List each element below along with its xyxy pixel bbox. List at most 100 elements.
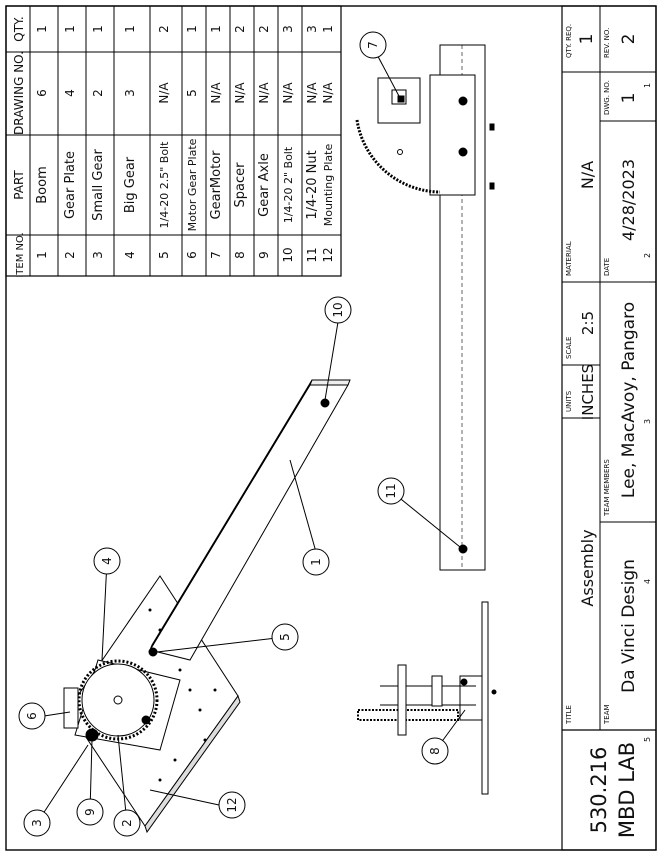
balloon-5: 5	[278, 633, 292, 641]
bom-row-qty: 2	[257, 25, 271, 33]
bom-row-drawing: 6	[35, 89, 49, 97]
bom-row-drawing: N/A	[209, 82, 223, 104]
team-members-value: Lee, MacAvoy, Pangaro	[619, 302, 639, 498]
bom-row-item: 7	[209, 251, 223, 259]
bom-row-drawing: N/A	[321, 82, 335, 104]
bom-row-item: 3	[91, 251, 105, 259]
bom-row-item: 10	[281, 247, 295, 262]
zone-5: 5	[643, 737, 652, 742]
team-members-label: TEAM MEMBERS	[603, 459, 611, 517]
title-block: QTY. REQ. REV. NO. DWG. NO. DATE MATERIA…	[561, 5, 657, 851]
bom-row-drawing: 3	[123, 89, 137, 97]
qty-req-value: 1	[577, 34, 597, 45]
date-label: DATE	[603, 258, 611, 276]
qty-req-label: QTY. REQ.	[565, 24, 573, 58]
material-value: N/A	[578, 161, 597, 189]
bom-row-item: 8	[233, 251, 247, 259]
units-value: INCHES	[579, 364, 597, 420]
bom-row-part: Gear Axle	[257, 153, 272, 217]
bom-row-qty: 2	[233, 25, 247, 33]
team-label: TEAM	[603, 704, 611, 725]
zone-2: 2	[643, 253, 652, 258]
scale-label: SCALE	[565, 337, 573, 359]
bom-row-item: 11	[305, 247, 319, 262]
boom-front	[459, 675, 483, 721]
balloon-3: 3	[30, 819, 44, 827]
team-name: Da Vinci Design	[619, 559, 639, 693]
gear-plate-side	[429, 74, 476, 196]
balloon-8: 8	[428, 747, 442, 755]
bom-row-drawing: N/A	[281, 82, 295, 104]
bom-row-part: Spacer	[233, 162, 248, 208]
balloon-9: 9	[83, 808, 97, 816]
bom-header-item: ITEM NO.	[15, 232, 26, 277]
side-view-upper	[355, 44, 495, 571]
balloon-1: 1	[309, 558, 323, 566]
isometric-view	[63, 379, 351, 834]
bom-row-qty: 1	[63, 25, 77, 33]
bom-row-drawing: 4	[63, 89, 77, 97]
balloon-6: 6	[25, 712, 39, 720]
gear-stack	[357, 709, 459, 721]
bill-of-materials: QTY. DRAWING NO. PART ITEM NO. 16Boom114…	[5, 5, 342, 278]
bom-row-drawing: 2	[91, 89, 105, 97]
bom-row-part: 1/4-20 2" Bolt	[282, 146, 295, 223]
bolt-head	[148, 647, 158, 657]
material-label: MATERIAL	[565, 241, 573, 276]
bom-row-qty: 3	[305, 25, 319, 33]
bom-row-qty: 1	[91, 25, 105, 33]
bom-row-part: GearMotor	[209, 150, 224, 220]
lab-name: MBD LAB	[615, 742, 639, 838]
bom-row-qty: 2	[157, 25, 171, 33]
bom-row-item: 5	[157, 251, 171, 259]
big-gear-side	[355, 119, 441, 194]
boom	[149, 384, 349, 661]
bom-row-item: 9	[257, 251, 271, 259]
bom-header-drawing: DRAWING NO.	[12, 51, 26, 135]
bom-row-qty: 1	[185, 25, 199, 33]
balloon-callouts	[18, 31, 466, 837]
balloon-2: 2	[120, 819, 134, 827]
scale-value: 2:5	[579, 311, 597, 335]
balloon-10: 10	[331, 302, 345, 317]
dwg-no-value: 1	[619, 93, 639, 104]
bom-row-part: Mounting Plate	[322, 144, 335, 227]
bom-row-item: 1	[35, 251, 49, 259]
title-label: TITLE	[565, 705, 573, 725]
balloon-11: 11	[384, 483, 398, 498]
bom-row-drawing: N/A	[257, 82, 271, 104]
motor-gear-plate	[63, 687, 79, 729]
bom-row-qty: 1	[35, 25, 49, 33]
bom-row-part: Gear Plate	[63, 151, 78, 219]
zone-1: 1	[643, 83, 652, 88]
balloon-numbers: 10 1 5 4 6 7 11 8 3 9 2 12	[25, 41, 442, 827]
bom-row-qty: 3	[281, 25, 295, 33]
bom-row-qty: 1	[321, 25, 335, 33]
balloon-7: 7	[366, 41, 380, 49]
bom-row-part: Big Gear	[123, 156, 138, 213]
bom-row-part: 1/4-20 2.5" Bolt	[158, 141, 171, 229]
bom-row-drawing: 5	[185, 89, 199, 97]
dwg-no-label: DWG. NO.	[603, 80, 611, 115]
bom-row-item: 4	[123, 251, 137, 259]
course-number: 530.216	[587, 747, 611, 834]
bom-row-drawing: N/A	[233, 82, 247, 104]
bom-row-qty: 1	[123, 25, 137, 33]
bom-header-qty: QTY.	[12, 16, 26, 42]
balloon-12: 12	[225, 797, 239, 812]
zone-marks: 1 2 3 4 5	[643, 83, 652, 742]
mounting-plate-front	[481, 601, 489, 795]
bom-row-qty: 1	[209, 25, 223, 33]
bom-row-item: 12	[321, 247, 335, 262]
drawing-title: Assembly	[578, 529, 597, 606]
bom-row-part: Boom	[35, 166, 50, 204]
bom-header-part: PART	[12, 170, 26, 200]
balloon-4: 4	[100, 557, 114, 565]
bom-row-item: 2	[63, 251, 77, 259]
bom-row-item: 6	[185, 251, 199, 259]
rev-no-label: REV. NO.	[603, 28, 611, 58]
bom-row-part: Motor Gear Plate	[186, 138, 199, 231]
rev-no-value: 2	[619, 34, 639, 45]
